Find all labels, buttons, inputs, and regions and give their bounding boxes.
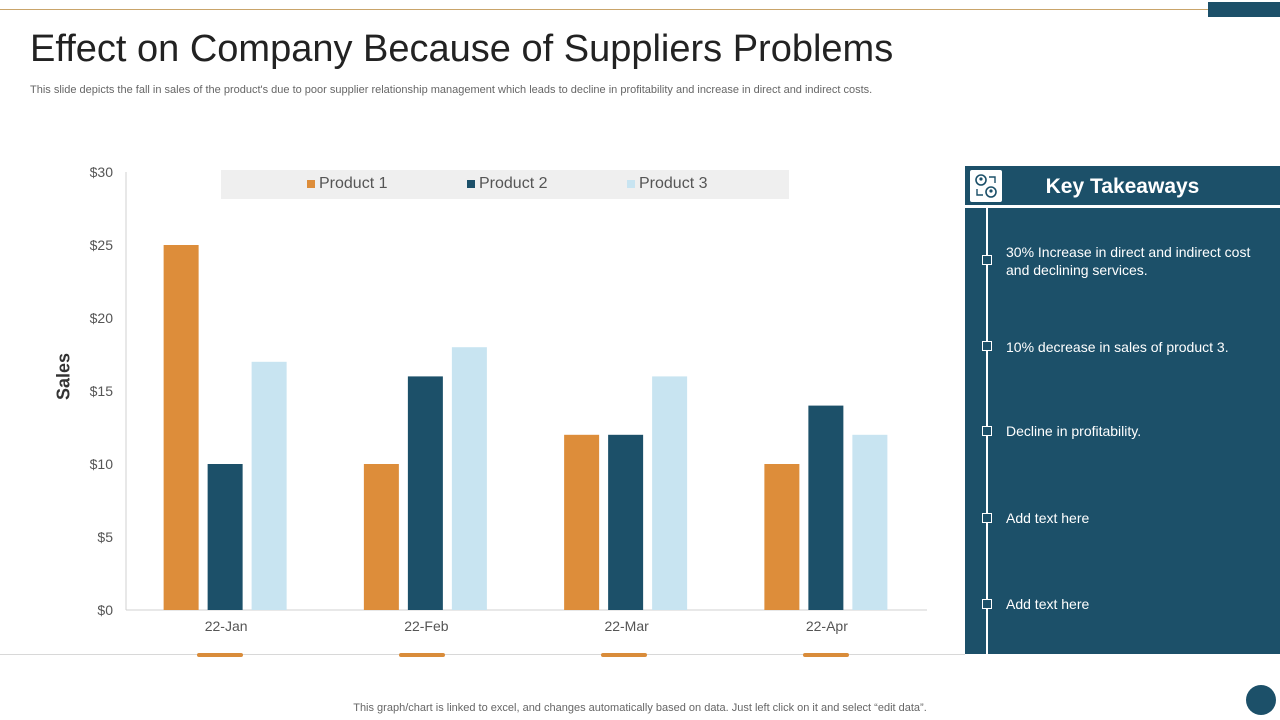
slider-handle-4[interactable]	[803, 653, 849, 657]
bar-product-1-22-feb	[363, 464, 399, 610]
slider-handle-1[interactable]	[197, 653, 243, 657]
takeaway-item-1: 30% Increase in direct and indirect cost…	[1006, 244, 1251, 278]
y-tick-label: $20	[90, 310, 114, 326]
x-tick-label: 22-Apr	[806, 618, 848, 634]
bar-product-2-22-jan	[207, 464, 243, 610]
takeaway-item-2: 10% decrease in sales of product 3.	[1006, 339, 1229, 355]
chart-legend	[221, 170, 789, 199]
bottom-rule	[0, 654, 965, 655]
y-tick-label: $10	[90, 456, 114, 472]
key-takeaways-panel	[965, 166, 1280, 654]
y-axis-label: Sales	[53, 352, 74, 401]
y-tick-label: $15	[90, 383, 114, 399]
bar-product-1-22-apr	[764, 464, 800, 610]
bar-product-2-22-apr	[808, 405, 844, 610]
legend-label-product-2: Product 2	[479, 175, 548, 192]
y-tick-label: $30	[90, 164, 114, 180]
takeaway-item-5[interactable]: Add text here	[1006, 596, 1090, 612]
slider-handle-2[interactable]	[399, 653, 445, 657]
page-subtitle: This slide depicts the fall in sales of …	[30, 84, 873, 96]
bar-product-3-22-feb	[451, 347, 487, 610]
slider-handle-3[interactable]	[601, 653, 647, 657]
timeline-node-2	[982, 341, 992, 351]
legend-item-product-3: Product 3	[627, 175, 707, 193]
takeaway-item-3: Decline in profitability.	[1006, 423, 1142, 439]
bar-product-2-22-feb	[407, 376, 443, 610]
y-tick-label: $5	[97, 529, 113, 545]
x-tick-label: 22-Mar	[604, 618, 649, 634]
timeline-node-5	[982, 599, 992, 609]
corner-badge	[1246, 685, 1276, 715]
x-tick-label: 22-Feb	[404, 618, 449, 634]
x-tick-label: 22-Jan	[205, 618, 248, 634]
legend-swatch-product-1	[307, 180, 315, 188]
bar-product-3-22-jan	[251, 361, 287, 610]
sales-bar-chart[interactable]: $0 $5 $10 $15 $20 $25 $30 22-Jan 22-Feb 22-Mar 22-…	[0, 150, 960, 650]
legend-item-product-2: Product 2	[467, 175, 547, 193]
legend-swatch-product-2	[467, 180, 475, 188]
page-title: Effect on Company Because of Suppliers P…	[30, 28, 894, 70]
y-tick-label: $25	[90, 237, 114, 253]
bar-product-1-22-mar	[564, 434, 600, 610]
top-accent-bar	[1208, 2, 1280, 17]
legend-item-product-1: Product 1	[307, 175, 387, 193]
bar-product-3-22-apr	[852, 434, 888, 610]
legend-label-product-1: Product 1	[319, 175, 388, 192]
key-takeaways-title: Key Takeaways	[1045, 175, 1200, 198]
timeline-node-1	[982, 255, 992, 265]
bar-product-3-22-mar	[652, 376, 688, 610]
footer-note: This graph/chart is linked to excel, and…	[353, 702, 927, 714]
bar-product-1-22-jan	[163, 245, 199, 610]
people-exchange-icon	[970, 170, 1002, 202]
y-tick-label: $0	[97, 602, 113, 618]
top-rule	[0, 9, 1208, 10]
header-divider	[965, 205, 1280, 208]
legend-label-product-3: Product 3	[639, 175, 708, 192]
takeaway-item-4[interactable]: Add text here	[1006, 510, 1090, 526]
timeline-node-4	[982, 513, 992, 523]
legend-swatch-product-3	[627, 180, 635, 188]
bar-product-2-22-mar	[608, 434, 644, 610]
timeline-node-3	[982, 426, 992, 436]
